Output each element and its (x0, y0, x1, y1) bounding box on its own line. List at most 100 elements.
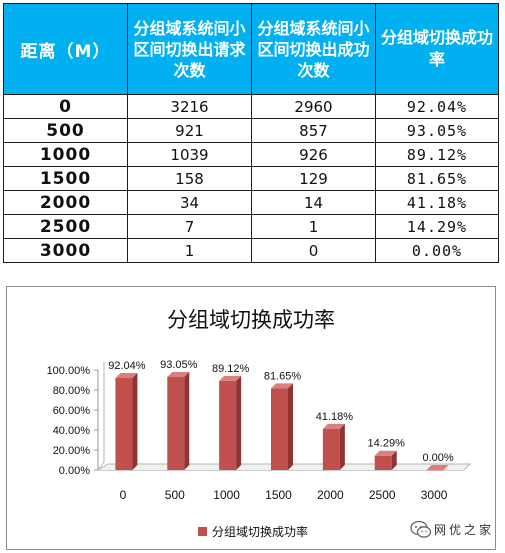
success-rate-chart: 分组域切换成功率 0.00% 20.00% 40.00% 60.00% 80.00% 10… (6, 286, 496, 550)
bar-side (236, 375, 242, 470)
data-label: 81.65% (264, 370, 302, 382)
x-tick-label: 0 (120, 488, 127, 502)
chart-legend: 分组域切换成功率 (198, 524, 308, 539)
distance-cell: 3000 (3, 238, 128, 263)
watermark-text: 网优之家 (434, 523, 495, 537)
header-success-rate: 分组域切换成功率 (375, 3, 499, 95)
legend-swatch (198, 527, 207, 536)
bar-side (391, 450, 397, 470)
y-tick-label: 100.00% (47, 365, 91, 377)
requests-cell: 3216 (127, 94, 252, 119)
bar-front (115, 377, 133, 470)
x-tick-label: 2500 (369, 488, 396, 502)
success-rate-cell: 41.18% (375, 190, 499, 215)
successes-cell: 857 (251, 118, 376, 143)
bar-top (167, 371, 190, 377)
successes-cell: 14 (251, 190, 376, 215)
handover-stats-table: 距离（M） 分组域系统间小区间切换出请求次数 分组域系统间小区间切换出成功次数 … (3, 3, 499, 263)
data-label: 89.12% (212, 363, 250, 375)
requests-cell: 158 (127, 166, 252, 191)
bar (322, 423, 345, 470)
table-row: 500 921 857 93.05% (3, 118, 499, 143)
x-tick-label: 500 (165, 488, 185, 502)
side-wall (97, 362, 105, 471)
header-distance: 距离（M） (3, 3, 128, 95)
bar-front (271, 388, 288, 470)
requests-cell: 1039 (127, 142, 252, 167)
legend-label: 分组域切换成功率 (212, 524, 308, 539)
success-rate-cell: 89.12% (375, 142, 499, 167)
bar-side (184, 371, 190, 470)
data-label: 41.18% (316, 411, 354, 423)
distance-cell: 1000 (3, 142, 128, 167)
data-label: 92.04% (108, 360, 146, 372)
distance-cell: 1500 (3, 166, 128, 191)
requests-cell: 7 (127, 214, 252, 239)
successes-cell: 0 (251, 238, 376, 263)
bar-top (426, 465, 449, 470)
success-rate-cell: 81.65% (375, 166, 499, 191)
x-tick-label: 1000 (213, 488, 240, 502)
x-tick-label: 1500 (265, 488, 292, 502)
header-successes: 分组域系统间小区间切换出成功次数 (251, 3, 376, 95)
bar-side (288, 383, 293, 470)
requests-cell: 921 (127, 118, 252, 143)
bar (167, 371, 190, 470)
success-rate-cell: 14.29% (375, 214, 499, 239)
table-row: 1500 158 129 81.65% (3, 166, 499, 191)
success-rate-cell: 93.05% (375, 118, 499, 143)
chart-bars (115, 371, 449, 471)
table-row: 3000 1 0 0.00% (3, 238, 499, 263)
data-label: 0.00% (422, 452, 453, 464)
bar-top (271, 383, 293, 389)
bar (219, 375, 242, 470)
requests-cell: 1 (127, 238, 252, 263)
bar-front (322, 428, 340, 470)
header-requests: 分组域系统间小区间切换出请求次数 (127, 3, 252, 95)
bar (271, 383, 293, 470)
bar (374, 450, 397, 470)
data-label: 14.29% (368, 438, 406, 450)
bar-front (219, 380, 237, 470)
bar-side (339, 423, 345, 470)
table-row: 0 3216 2960 92.04% (3, 94, 499, 119)
distance-cell: 0 (3, 94, 128, 119)
successes-cell: 2960 (251, 94, 376, 119)
chart-data-labels: 92.04% 93.05% 89.12% 81.65% 41.18% 14.29% 0.00… (108, 359, 454, 464)
y-tick-label: 40.00% (53, 425, 91, 437)
distance-cell: 500 (3, 118, 128, 143)
successes-cell: 129 (251, 166, 376, 191)
data-label: 93.05% (160, 359, 198, 371)
distance-cell: 2000 (3, 190, 128, 215)
bar-top (115, 372, 138, 378)
bar-top (219, 375, 242, 381)
distance-cell: 2500 (3, 214, 128, 239)
y-axis-ticks: 0.00% 20.00% 40.00% 60.00% 80.00% 100.00% (47, 365, 98, 477)
bar (426, 465, 449, 471)
chart-canvas: 分组域切换成功率 0.00% 20.00% 40.00% 60.00% 80.00% 10… (47, 308, 472, 539)
bar-top (374, 450, 397, 456)
bar-top (322, 423, 345, 429)
success-rate-cell: 92.04% (375, 94, 499, 119)
success-rate-cell: 0.00% (375, 238, 499, 263)
y-tick-label: 60.00% (53, 405, 91, 417)
successes-cell: 926 (251, 142, 376, 167)
watermark: 网优之家 (408, 519, 500, 541)
bar-front (374, 455, 392, 470)
y-tick-label: 80.00% (53, 385, 91, 397)
table-header-row: 距离（M） 分组域系统间小区间切换出请求次数 分组域系统间小区间切换出成功次数 … (3, 3, 499, 95)
table-row: 1000 1039 926 89.12% (3, 142, 499, 167)
x-tick-label: 3000 (421, 488, 448, 502)
chart-title: 分组域切换成功率 (167, 308, 335, 332)
bar-front (167, 376, 185, 470)
table-row: 2500 7 1 14.29% (3, 214, 499, 239)
bar (115, 372, 138, 470)
successes-cell: 1 (251, 214, 376, 239)
wechat-logo-icon (410, 520, 432, 538)
requests-cell: 34 (127, 190, 252, 215)
table-row: 2000 34 14 41.18% (3, 190, 499, 215)
x-tick-label: 2000 (317, 488, 344, 502)
y-tick-label: 0.00% (59, 465, 90, 477)
bar-side (132, 372, 138, 470)
y-tick-label: 20.00% (53, 445, 91, 457)
